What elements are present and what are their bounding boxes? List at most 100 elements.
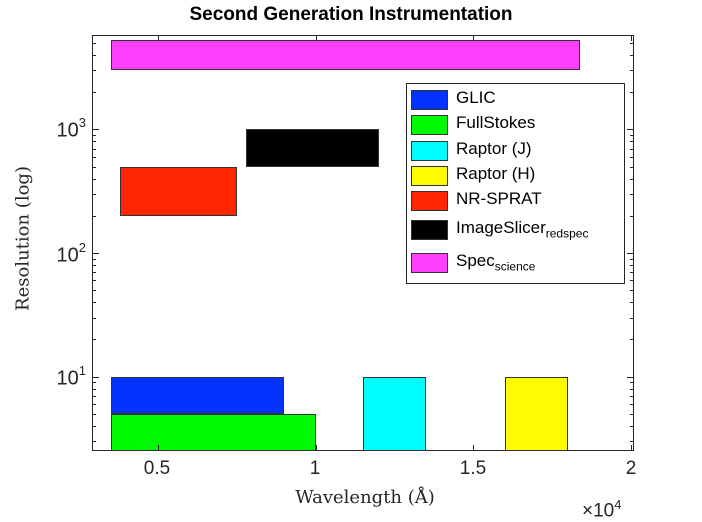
- y-tick: [93, 135, 96, 137]
- x-tick: [158, 445, 160, 450]
- y-tick: [93, 388, 96, 390]
- y-tick: [93, 252, 99, 254]
- bar-raptor-h-: [504, 376, 568, 451]
- y-tick: [93, 193, 96, 195]
- y-tick: [93, 290, 96, 292]
- x-axis-multiplier: ×104: [582, 497, 622, 522]
- y-tick: [93, 141, 96, 143]
- legend-item-raptor-h: Raptor (H): [411, 164, 621, 187]
- bar-nr-sprat: [120, 166, 237, 216]
- bar-spec-science: [110, 39, 581, 71]
- y-tick: [93, 264, 96, 266]
- y-tick: [630, 258, 633, 260]
- y-tick: [627, 376, 633, 378]
- legend-swatch: [411, 90, 448, 110]
- y-tick: [630, 280, 633, 282]
- y-tick: [630, 339, 633, 341]
- y-tick: [630, 166, 633, 168]
- y-tick: [630, 193, 633, 195]
- legend-item-raptor-j: Raptor (J): [411, 139, 621, 162]
- y-axis-title: Resolution (log): [12, 166, 34, 311]
- y-tick: [630, 413, 633, 415]
- legend-swatch: [411, 220, 448, 240]
- legend-swatch: [411, 115, 448, 135]
- legend-label: ImageSlicerredspec: [456, 218, 589, 241]
- y-tick: [93, 413, 96, 415]
- y-tick: [93, 339, 96, 341]
- x-tick: [473, 36, 475, 41]
- x-tick: [315, 36, 317, 41]
- bar-imageslicer-redspec: [246, 129, 379, 167]
- x-tick: [630, 445, 632, 450]
- legend: GLIC FullStokes Raptor (J) Raptor (H) NR…: [406, 83, 625, 284]
- y-tick: [93, 166, 96, 168]
- bar-fullstokes: [110, 413, 316, 451]
- y-tick: [630, 92, 633, 94]
- y-tick: [630, 302, 633, 304]
- y-tick: [93, 382, 96, 384]
- y-tick: [630, 404, 633, 405]
- legend-swatch: [411, 166, 448, 186]
- y-tick: [93, 258, 96, 260]
- y-tick: [93, 441, 96, 443]
- y-tick-label-100: 102: [56, 240, 86, 267]
- x-tick-label-0.5: 0.5: [143, 458, 171, 479]
- y-tick: [630, 317, 633, 319]
- legend-label: GLIC: [456, 88, 496, 107]
- legend-swatch: [411, 141, 448, 161]
- y-tick: [93, 70, 96, 72]
- y-tick: [93, 395, 96, 397]
- legend-label: FullStokes: [456, 113, 536, 132]
- y-tick: [93, 156, 96, 158]
- legend-item-imageslicer: ImageSlicerredspec: [411, 218, 621, 241]
- y-tick: [93, 42, 96, 44]
- y-tick: [630, 264, 633, 266]
- legend-label: Specscience: [456, 251, 536, 274]
- y-tick: [93, 425, 96, 427]
- y-tick-label-1000: 103: [56, 115, 86, 142]
- y-tick: [630, 395, 633, 397]
- x-tick: [630, 36, 632, 41]
- y-tick: [93, 280, 96, 282]
- y-tick: [630, 70, 633, 72]
- y-tick: [93, 148, 96, 150]
- y-tick: [93, 178, 96, 180]
- y-tick: [93, 272, 96, 274]
- y-tick: [93, 215, 96, 217]
- x-tick: [315, 445, 317, 450]
- legend-label: Raptor (J): [456, 139, 532, 158]
- x-tick: [158, 36, 160, 41]
- x-tick-label-1: 1: [309, 458, 321, 479]
- y-tick: [627, 252, 633, 254]
- legend-swatch: [411, 253, 448, 273]
- y-tick: [630, 135, 633, 137]
- y-tick: [93, 92, 96, 94]
- x-tick-label-2: 2: [625, 458, 637, 479]
- y-tick: [630, 441, 633, 443]
- legend-label: Raptor (H): [456, 164, 536, 183]
- y-tick: [630, 425, 633, 427]
- y-tick: [630, 272, 633, 274]
- y-tick: [630, 141, 633, 143]
- y-tick: [630, 54, 633, 56]
- legend-item-fullstokes: FullStokes: [411, 113, 621, 136]
- y-tick: [93, 404, 96, 405]
- legend-swatch: [411, 191, 448, 211]
- y-tick: [630, 148, 633, 150]
- plot-area: [92, 35, 634, 451]
- x-tick-label-1.5: 1.5: [459, 458, 487, 479]
- y-tick: [630, 382, 633, 384]
- x-axis-title: Wavelength (Å): [295, 487, 435, 508]
- y-tick: [630, 178, 633, 180]
- y-tick: [630, 42, 633, 44]
- y-tick: [93, 129, 99, 131]
- y-tick: [93, 317, 96, 319]
- legend-item-spec-science: Specscience: [411, 251, 621, 274]
- legend-item-glic: GLIC: [411, 88, 621, 111]
- legend-label: NR-SPRAT: [456, 189, 542, 208]
- x-tick: [473, 445, 475, 450]
- y-tick: [630, 215, 633, 217]
- y-tick: [93, 376, 99, 378]
- y-tick: [93, 54, 96, 56]
- y-tick: [630, 290, 633, 292]
